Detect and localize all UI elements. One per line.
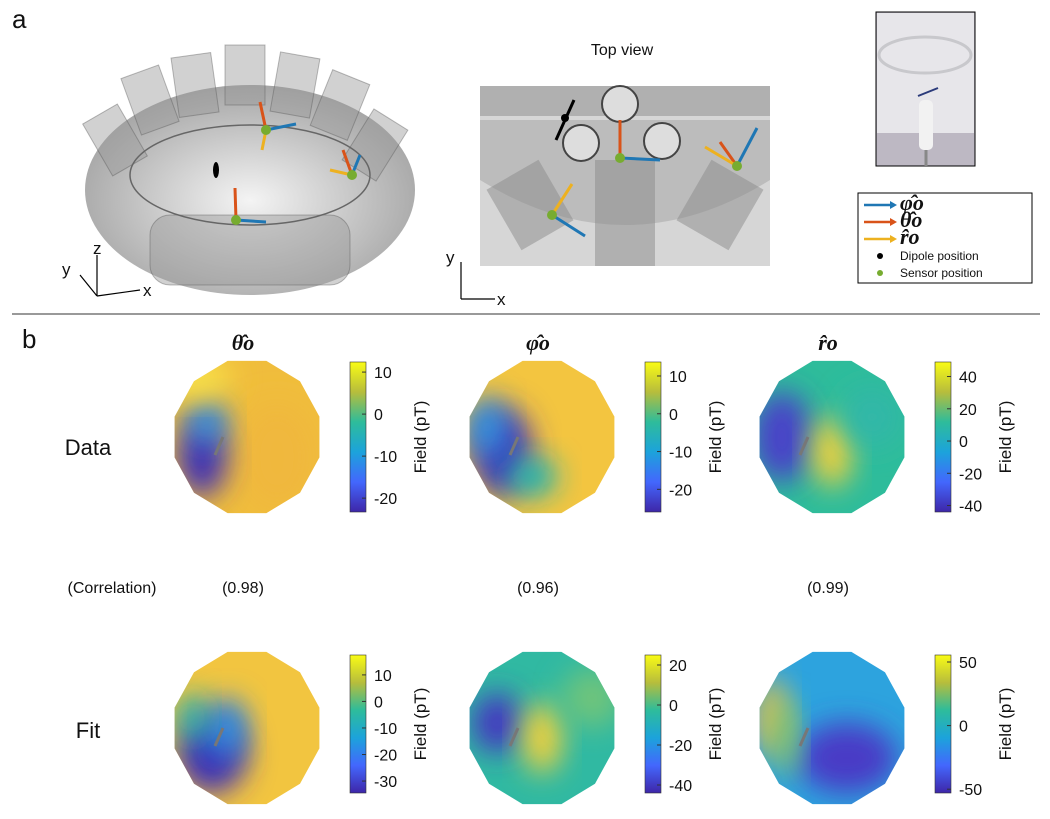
heatmap-blob (759, 392, 812, 482)
colorbar (644, 654, 662, 794)
heatmap-blob (237, 402, 317, 512)
correlation: (0.99) (807, 580, 849, 597)
colorbar-tick-label: 10 (374, 668, 392, 685)
colorbar-tick-label: 40 (959, 370, 977, 387)
photo (875, 11, 976, 167)
panel-label: b (22, 324, 36, 354)
column-header: θ̂o (232, 330, 254, 355)
colorbar (349, 654, 367, 794)
colorbar-tick-label: 0 (374, 694, 383, 711)
legend-text: θ̂o (900, 207, 922, 232)
legend-arrow-head (890, 201, 897, 209)
heatmap-blob (797, 723, 897, 793)
top-view-render (480, 85, 770, 266)
colorbar-tick-label: 10 (374, 365, 392, 382)
axis-label: y (62, 260, 71, 279)
heatmap-blob (177, 693, 207, 743)
colorbar-tick-label: -20 (374, 491, 397, 508)
heatmap-blob (507, 457, 557, 497)
legend-text: Dipole position (900, 249, 979, 263)
colorbar-tick-label: 50 (959, 655, 977, 672)
legend-dot (877, 253, 883, 259)
colorbar-tick-label: -20 (374, 748, 397, 765)
heatmaps: θ̂o (0.98) φ̂o (0.96) r̂o (0.99) 10 0 -10 -20 Fiel… (174, 330, 1015, 805)
colorbar-tick-label: -20 (959, 466, 982, 483)
heatmap-blob (842, 387, 902, 447)
colorbar-tick-label: -10 (374, 721, 397, 738)
heatmap (759, 651, 905, 805)
legend-arrow-head (890, 218, 897, 226)
row-label: Data (65, 435, 112, 460)
correlation-label: (Correlation) (68, 580, 157, 597)
colorbar (934, 654, 952, 794)
column-header: r̂o (818, 330, 838, 355)
dipole-marker (213, 727, 225, 747)
axes-glyph (79, 255, 141, 297)
colorbar-tick-label: 20 (669, 658, 687, 675)
row-label: Fit (76, 718, 100, 743)
axis-label: z (93, 239, 102, 258)
legend-text: φ̂o (900, 190, 924, 215)
heatmap (174, 360, 320, 514)
colorbar-tick-label: 20 (959, 402, 977, 419)
correlation: (0.96) (517, 580, 559, 597)
colorbar-label: Field (pT) (996, 688, 1015, 761)
legend-dot (877, 270, 883, 276)
heatmap-blob (562, 668, 615, 728)
colorbar (644, 361, 662, 513)
colorbar-label: Field (pT) (996, 401, 1015, 474)
colorbar-tick-label: -50 (959, 782, 982, 799)
heatmap-blob (187, 400, 227, 444)
colorbar-tick-label: 0 (669, 698, 678, 715)
colorbar-tick-label: -20 (669, 738, 692, 755)
column-header: φ̂o (526, 330, 550, 355)
axis-label: x (497, 290, 506, 309)
dipole-marker (508, 727, 520, 747)
colorbar-tick-label: 0 (959, 719, 968, 736)
dipole-marker (798, 727, 810, 747)
colorbar-label: Field (pT) (706, 401, 725, 474)
panel-label: a (12, 4, 27, 34)
axis-label: y (446, 248, 455, 267)
legend-text: r̂o (900, 224, 920, 249)
view-title: Top view (591, 42, 654, 59)
colorbar (934, 361, 952, 513)
heatmap (174, 651, 320, 805)
colorbar-label: Field (pT) (706, 688, 725, 761)
dipole-marker (798, 436, 810, 456)
heatmap-blob (775, 698, 799, 778)
colorbar-tick-label: -40 (669, 778, 692, 795)
colorbar-tick-label: 0 (959, 434, 968, 451)
legend-arrow-head (890, 235, 897, 243)
legend-text: Sensor position (900, 266, 983, 280)
colorbar-label: Field (pT) (411, 688, 430, 761)
colorbar-tick-label: 0 (669, 407, 678, 424)
heatmap-blob (522, 703, 562, 773)
heatmap-blob (174, 360, 232, 397)
heatmap-blob (207, 698, 247, 758)
axis-label: x (143, 281, 152, 300)
colorbar-tick-label: -20 (669, 482, 692, 499)
colorbar-tick-label: 0 (374, 407, 383, 424)
colorbar-tick-label: -10 (669, 445, 692, 462)
colorbar-label: Field (pT) (411, 401, 430, 474)
heatmap (759, 360, 905, 514)
colorbar (349, 361, 367, 513)
axes-glyph (460, 262, 495, 300)
heatmap-blob (812, 417, 852, 487)
colorbar-tick-label: -10 (374, 449, 397, 466)
colorbar-tick-label: -30 (374, 774, 397, 791)
heatmap-blob (469, 397, 507, 457)
heatmap (469, 360, 615, 514)
heatmap-blob (472, 693, 522, 753)
heatmap (469, 651, 615, 805)
dipole-marker (508, 436, 520, 456)
correlation: (0.98) (222, 580, 264, 597)
helmet-render (81, 44, 415, 295)
colorbar-tick-label: -40 (959, 499, 982, 516)
colorbar-tick-label: 10 (669, 369, 687, 386)
dipole-marker (213, 436, 225, 456)
